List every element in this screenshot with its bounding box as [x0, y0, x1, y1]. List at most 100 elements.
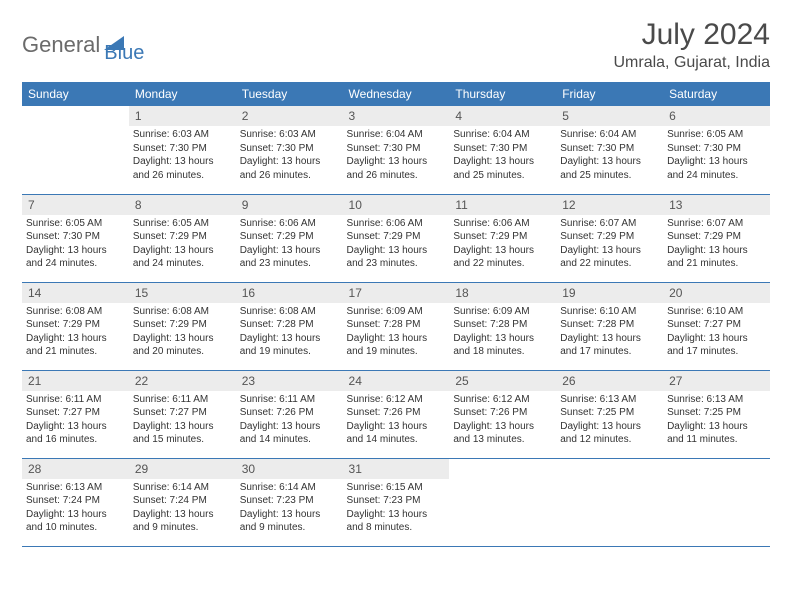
daylight-text: Daylight: 13 hours: [453, 244, 552, 258]
daylight-text: Daylight: 13 hours: [347, 244, 446, 258]
day-details: Sunrise: 6:15 AMSunset: 7:23 PMDaylight:…: [343, 479, 450, 539]
sunrise-text: Sunrise: 6:10 AM: [667, 305, 766, 319]
sunset-text: Sunset: 7:28 PM: [347, 318, 446, 332]
sunrise-text: Sunrise: 6:06 AM: [347, 217, 446, 231]
day-header: Monday: [129, 82, 236, 106]
day-number: 8: [129, 195, 236, 215]
day-number: 28: [22, 459, 129, 479]
calendar-cell: [556, 458, 663, 546]
sunrise-text: Sunrise: 6:14 AM: [240, 481, 339, 495]
calendar-cell: 19Sunrise: 6:10 AMSunset: 7:28 PMDayligh…: [556, 282, 663, 370]
daylight-text: and 18 minutes.: [453, 345, 552, 359]
calendar-week-row: 14Sunrise: 6:08 AMSunset: 7:29 PMDayligh…: [22, 282, 770, 370]
calendar-cell: 23Sunrise: 6:11 AMSunset: 7:26 PMDayligh…: [236, 370, 343, 458]
calendar-cell: 18Sunrise: 6:09 AMSunset: 7:28 PMDayligh…: [449, 282, 556, 370]
calendar-cell: 10Sunrise: 6:06 AMSunset: 7:29 PMDayligh…: [343, 194, 450, 282]
sunrise-text: Sunrise: 6:08 AM: [240, 305, 339, 319]
day-number: 9: [236, 195, 343, 215]
sunrise-text: Sunrise: 6:14 AM: [133, 481, 232, 495]
day-details: Sunrise: 6:13 AMSunset: 7:25 PMDaylight:…: [556, 391, 663, 451]
day-number: 2: [236, 106, 343, 126]
calendar-cell: 2Sunrise: 6:03 AMSunset: 7:30 PMDaylight…: [236, 106, 343, 194]
calendar-cell: 30Sunrise: 6:14 AMSunset: 7:23 PMDayligh…: [236, 458, 343, 546]
day-details: Sunrise: 6:14 AMSunset: 7:23 PMDaylight:…: [236, 479, 343, 539]
sunset-text: Sunset: 7:23 PM: [240, 494, 339, 508]
sunset-text: Sunset: 7:28 PM: [560, 318, 659, 332]
logo-text-blue: Blue: [104, 42, 144, 65]
calendar-cell: 3Sunrise: 6:04 AMSunset: 7:30 PMDaylight…: [343, 106, 450, 194]
sunrise-text: Sunrise: 6:04 AM: [560, 128, 659, 142]
day-number: 27: [663, 371, 770, 391]
daylight-text: Daylight: 13 hours: [560, 155, 659, 169]
sunset-text: Sunset: 7:25 PM: [667, 406, 766, 420]
calendar-cell: 14Sunrise: 6:08 AMSunset: 7:29 PMDayligh…: [22, 282, 129, 370]
sunrise-text: Sunrise: 6:11 AM: [133, 393, 232, 407]
day-details: Sunrise: 6:09 AMSunset: 7:28 PMDaylight:…: [343, 303, 450, 363]
day-number: 11: [449, 195, 556, 215]
day-header: Sunday: [22, 82, 129, 106]
calendar-cell: 6Sunrise: 6:05 AMSunset: 7:30 PMDaylight…: [663, 106, 770, 194]
calendar-cell: [449, 458, 556, 546]
daylight-text: Daylight: 13 hours: [347, 420, 446, 434]
calendar-cell: 17Sunrise: 6:09 AMSunset: 7:28 PMDayligh…: [343, 282, 450, 370]
sunset-text: Sunset: 7:26 PM: [347, 406, 446, 420]
daylight-text: and 17 minutes.: [667, 345, 766, 359]
calendar-cell: 7Sunrise: 6:05 AMSunset: 7:30 PMDaylight…: [22, 194, 129, 282]
day-details: Sunrise: 6:03 AMSunset: 7:30 PMDaylight:…: [236, 126, 343, 186]
day-number: 29: [129, 459, 236, 479]
daylight-text: Daylight: 13 hours: [240, 155, 339, 169]
daylight-text: Daylight: 13 hours: [133, 420, 232, 434]
day-header: Saturday: [663, 82, 770, 106]
daylight-text: Daylight: 13 hours: [667, 332, 766, 346]
day-details: Sunrise: 6:11 AMSunset: 7:27 PMDaylight:…: [22, 391, 129, 451]
daylight-text: Daylight: 13 hours: [560, 244, 659, 258]
sunset-text: Sunset: 7:24 PM: [133, 494, 232, 508]
day-number: 6: [663, 106, 770, 126]
sunset-text: Sunset: 7:30 PM: [240, 142, 339, 156]
day-details: Sunrise: 6:10 AMSunset: 7:27 PMDaylight:…: [663, 303, 770, 363]
day-number: 22: [129, 371, 236, 391]
sunrise-text: Sunrise: 6:08 AM: [26, 305, 125, 319]
calendar-cell: 27Sunrise: 6:13 AMSunset: 7:25 PMDayligh…: [663, 370, 770, 458]
day-header: Friday: [556, 82, 663, 106]
calendar-cell: 12Sunrise: 6:07 AMSunset: 7:29 PMDayligh…: [556, 194, 663, 282]
sunrise-text: Sunrise: 6:13 AM: [667, 393, 766, 407]
daylight-text: and 24 minutes.: [667, 169, 766, 183]
day-number: 5: [556, 106, 663, 126]
day-details: Sunrise: 6:05 AMSunset: 7:30 PMDaylight:…: [663, 126, 770, 186]
daylight-text: and 9 minutes.: [240, 521, 339, 535]
sunset-text: Sunset: 7:27 PM: [26, 406, 125, 420]
daylight-text: Daylight: 13 hours: [240, 420, 339, 434]
daylight-text: and 23 minutes.: [240, 257, 339, 271]
sunrise-text: Sunrise: 6:12 AM: [453, 393, 552, 407]
daylight-text: and 26 minutes.: [133, 169, 232, 183]
day-number: 10: [343, 195, 450, 215]
day-number: 12: [556, 195, 663, 215]
daylight-text: and 25 minutes.: [453, 169, 552, 183]
sunrise-text: Sunrise: 6:07 AM: [560, 217, 659, 231]
daylight-text: and 22 minutes.: [560, 257, 659, 271]
day-details: Sunrise: 6:07 AMSunset: 7:29 PMDaylight:…: [556, 215, 663, 275]
daylight-text: and 26 minutes.: [347, 169, 446, 183]
day-number: 21: [22, 371, 129, 391]
calendar-cell: 21Sunrise: 6:11 AMSunset: 7:27 PMDayligh…: [22, 370, 129, 458]
calendar-cell: 13Sunrise: 6:07 AMSunset: 7:29 PMDayligh…: [663, 194, 770, 282]
day-details: Sunrise: 6:04 AMSunset: 7:30 PMDaylight:…: [449, 126, 556, 186]
day-number: 31: [343, 459, 450, 479]
daylight-text: Daylight: 13 hours: [26, 420, 125, 434]
day-number: 4: [449, 106, 556, 126]
calendar-cell: 8Sunrise: 6:05 AMSunset: 7:29 PMDaylight…: [129, 194, 236, 282]
calendar-week-row: 28Sunrise: 6:13 AMSunset: 7:24 PMDayligh…: [22, 458, 770, 546]
day-number: 13: [663, 195, 770, 215]
sunset-text: Sunset: 7:30 PM: [453, 142, 552, 156]
logo: General Blue: [22, 18, 144, 65]
day-details: Sunrise: 6:11 AMSunset: 7:26 PMDaylight:…: [236, 391, 343, 451]
sunset-text: Sunset: 7:30 PM: [26, 230, 125, 244]
daylight-text: and 25 minutes.: [560, 169, 659, 183]
day-number: 3: [343, 106, 450, 126]
daylight-text: and 24 minutes.: [26, 257, 125, 271]
daylight-text: Daylight: 13 hours: [453, 420, 552, 434]
daylight-text: Daylight: 13 hours: [26, 244, 125, 258]
day-number: 17: [343, 283, 450, 303]
sunset-text: Sunset: 7:24 PM: [26, 494, 125, 508]
